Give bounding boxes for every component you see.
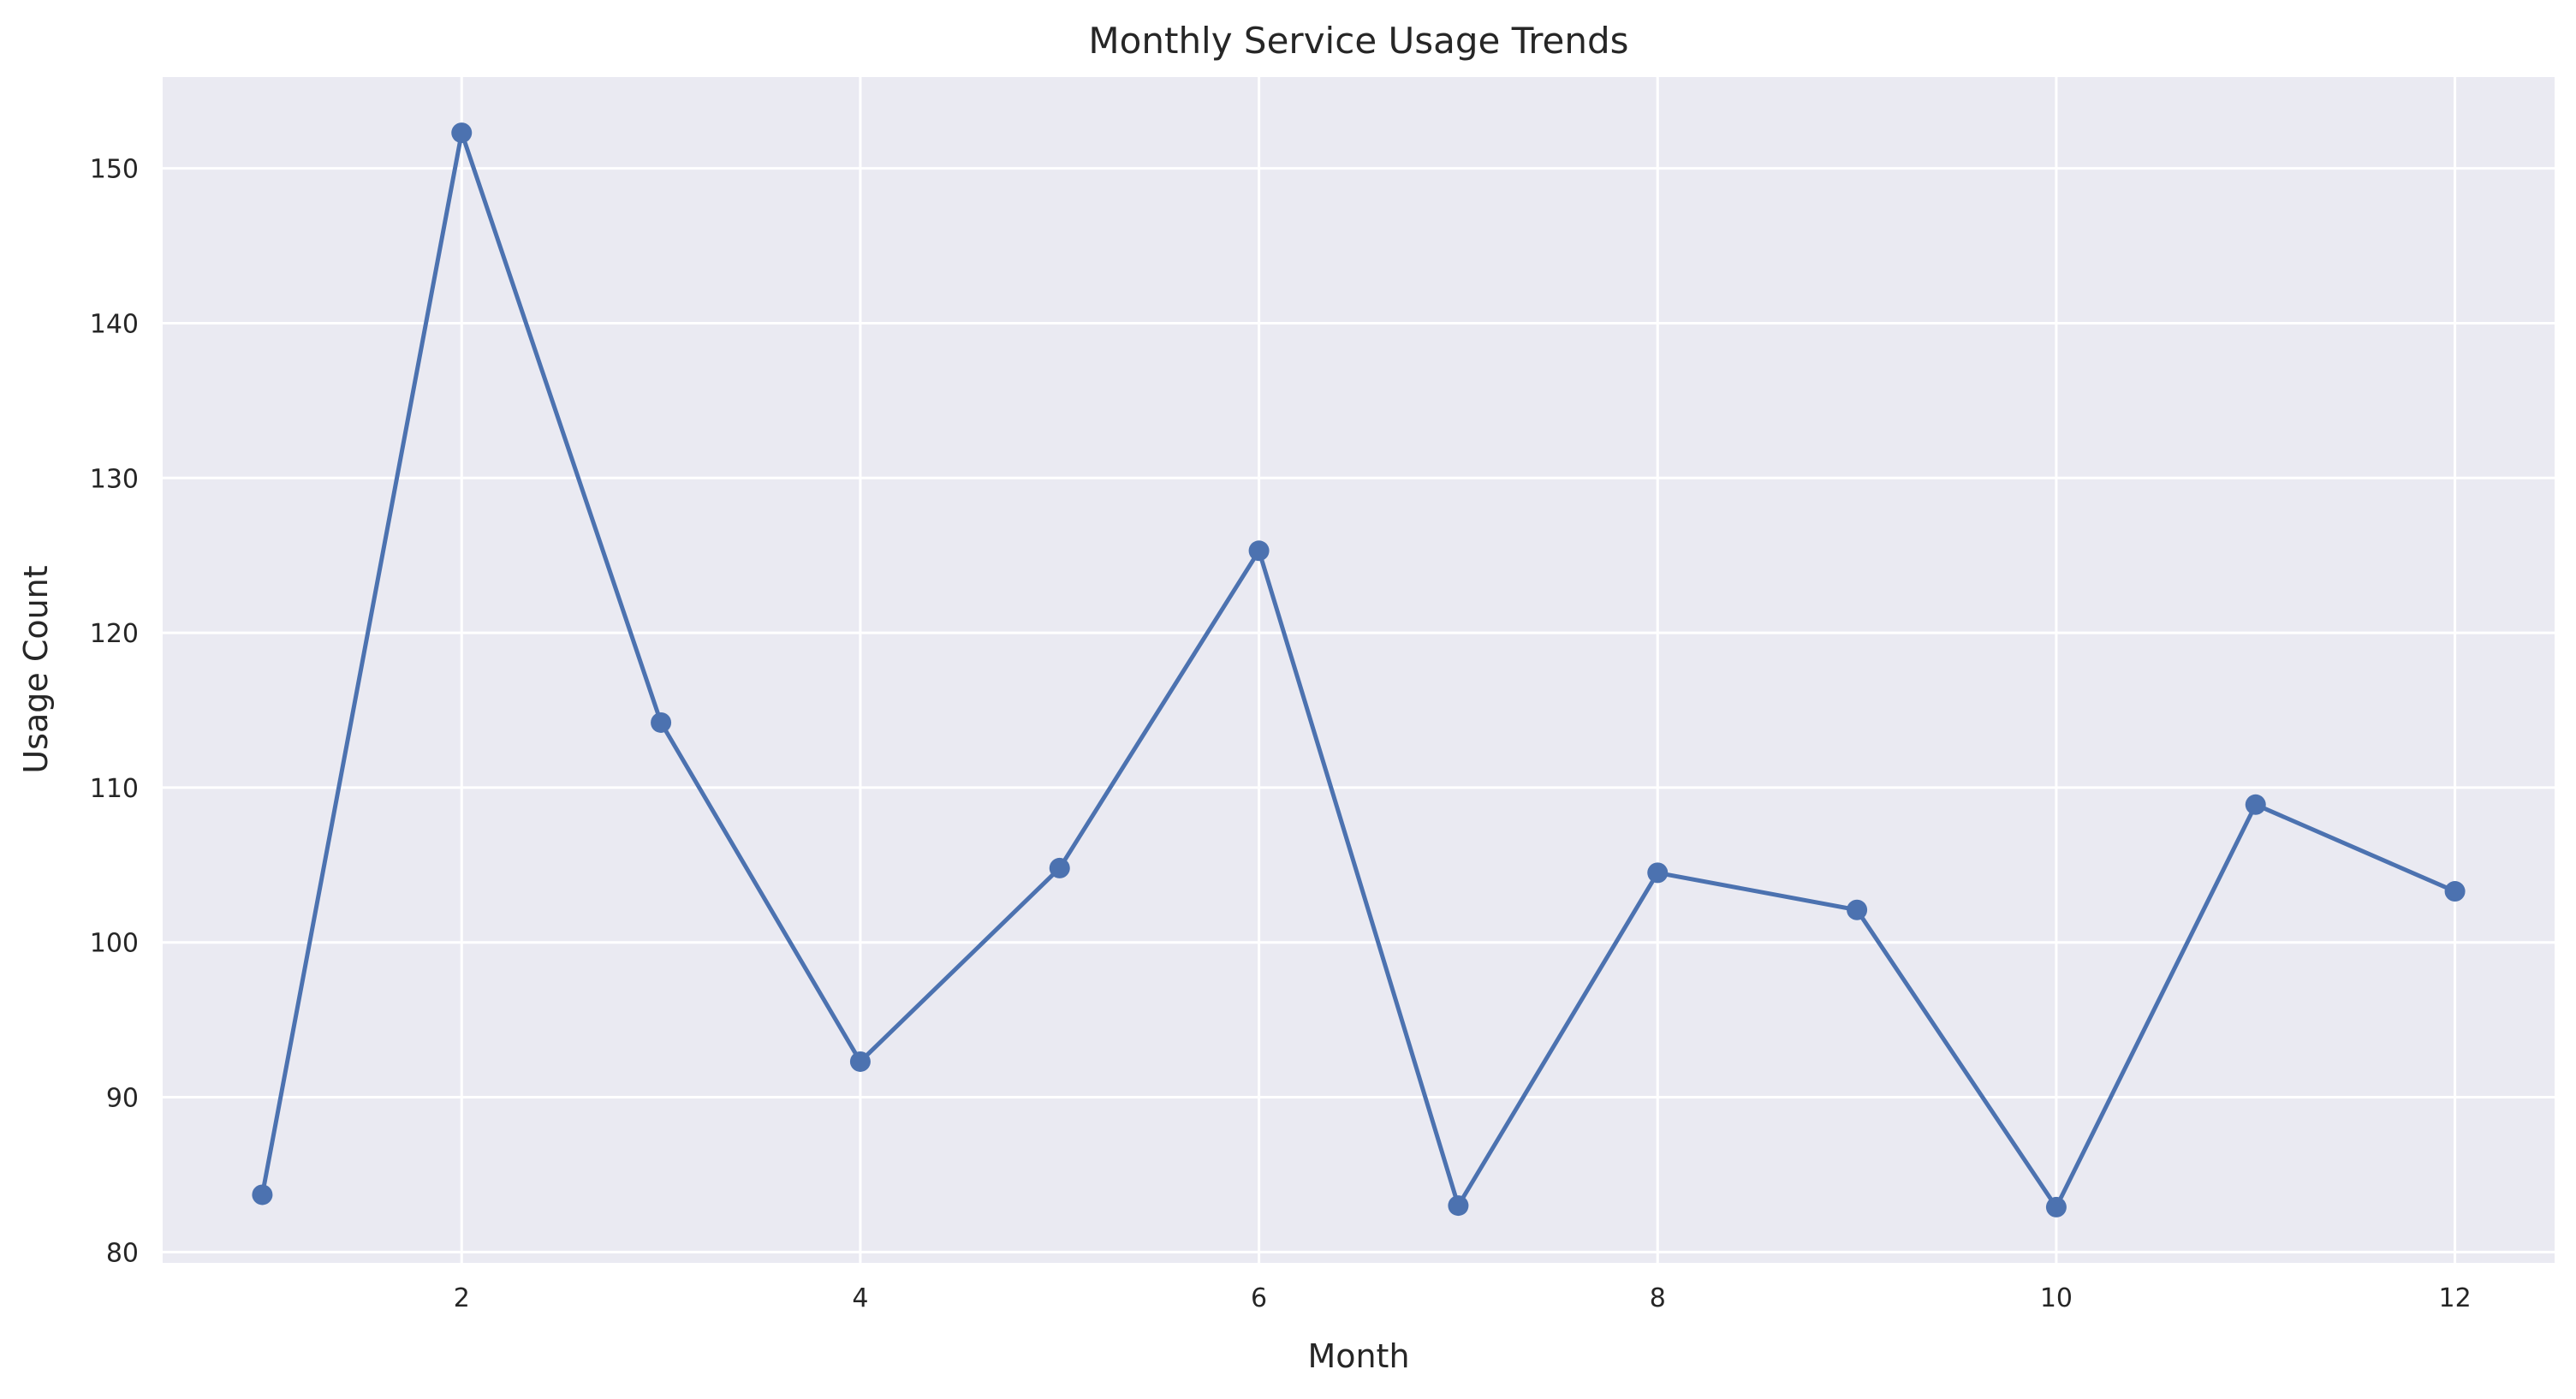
y-tick-label: 100 <box>90 929 139 959</box>
x-tick-labels: 2 4 6 8 10 12 <box>454 1283 2472 1313</box>
y-tick-label: 120 <box>90 619 139 649</box>
y-tick-label: 110 <box>90 774 139 804</box>
data-point-marker <box>849 1051 871 1072</box>
data-points <box>252 122 2466 1217</box>
data-point-marker <box>451 122 473 144</box>
chart-title: Monthly Service Usage Trends <box>1088 20 1628 62</box>
data-point-marker <box>1448 1195 1469 1217</box>
y-tick-label: 80 <box>106 1238 139 1268</box>
x-tick-label: 2 <box>454 1283 470 1313</box>
data-point-marker <box>2045 1196 2067 1217</box>
x-tick-label: 8 <box>1650 1283 1666 1313</box>
plot-area <box>163 77 2555 1263</box>
x-tick-label: 6 <box>1251 1283 1267 1313</box>
series-polyline <box>259 130 2456 1210</box>
x-tick-label: 10 <box>2040 1283 2073 1313</box>
x-tick-label: 12 <box>2438 1283 2471 1313</box>
grid-lines <box>163 77 2555 1263</box>
y-axis-label: Usage Count <box>17 565 55 773</box>
y-tick-label: 90 <box>106 1084 139 1114</box>
y-tick-label: 130 <box>90 464 139 494</box>
series-line <box>259 130 2456 1210</box>
x-tick-label: 4 <box>852 1283 868 1313</box>
data-point-marker <box>252 1184 273 1206</box>
data-point-marker <box>1847 899 1868 920</box>
y-tick-label: 150 <box>90 155 139 185</box>
data-point-marker <box>1248 540 1270 562</box>
x-axis-label: Month <box>1307 1337 1409 1375</box>
y-tick-label: 140 <box>90 309 139 339</box>
y-tick-labels: 80 90 100 110 120 130 140 150 <box>90 155 139 1269</box>
data-point-marker <box>651 711 672 733</box>
data-point-marker <box>1049 857 1070 878</box>
data-point-marker <box>2245 794 2266 815</box>
data-point-marker <box>2444 881 2466 902</box>
data-point-marker <box>1647 862 1669 884</box>
